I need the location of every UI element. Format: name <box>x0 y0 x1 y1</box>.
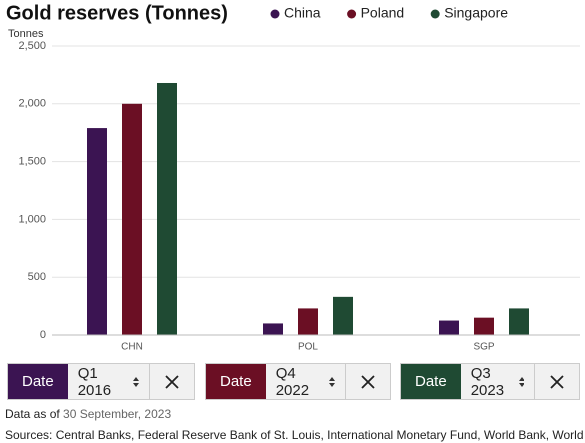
legend-label: Poland <box>361 5 405 21</box>
filter-label: Date <box>206 364 266 399</box>
date-filter: Date Q1 2016 <box>7 363 195 400</box>
bar <box>439 320 459 335</box>
y-tick-label: 0 <box>40 329 46 341</box>
date-filter: Date Q4 2022 <box>205 363 391 400</box>
bar <box>298 308 318 335</box>
x-tick-label: SGP <box>473 342 494 353</box>
bar <box>333 296 353 335</box>
bar <box>474 317 494 335</box>
filter-label: Date <box>8 364 68 399</box>
legend-dot <box>430 9 440 19</box>
clear-button[interactable] <box>535 364 579 399</box>
bar <box>263 323 283 335</box>
as-of-label: Data as of <box>5 407 60 421</box>
date-value: Q1 2016 <box>77 364 112 399</box>
legend-label: China <box>284 5 321 21</box>
bar <box>122 103 142 335</box>
x-tick-label: CHN <box>121 342 143 353</box>
legend-dot <box>270 9 280 19</box>
date-select[interactable]: Q4 2022 <box>266 364 346 399</box>
select-arrows <box>328 376 335 387</box>
select-arrows <box>132 376 139 387</box>
date-select[interactable]: Q3 2023 <box>461 364 535 399</box>
bar <box>157 82 177 335</box>
date-value: Q4 2022 <box>275 364 310 399</box>
chart-title: Gold reserves (Tonnes) <box>6 2 228 24</box>
clear-icon <box>550 374 564 389</box>
y-tick-label: 1,000 <box>18 213 46 225</box>
clear-icon <box>361 374 375 389</box>
bar <box>509 308 529 335</box>
chart: Gold reserves (Tonnes) Tonnes 0 500 1,000 1… <box>6 2 580 353</box>
y-tick-label: 1,500 <box>18 156 46 168</box>
clear-button[interactable] <box>150 364 194 399</box>
y-tick-label: 500 <box>28 271 46 283</box>
date-select[interactable]: Q1 2016 <box>68 364 150 399</box>
clear-button[interactable] <box>346 364 390 399</box>
as-of-date: 30 September, 2023 <box>63 407 172 421</box>
select-arrows <box>518 376 524 387</box>
date-value: Q3 2023 <box>470 364 505 399</box>
filter-label: Date <box>401 364 461 399</box>
as-of: Data as of 30 September, 2023 <box>5 407 171 421</box>
legend-dot <box>347 9 357 19</box>
x-tick-label: POL <box>298 342 318 353</box>
y-axis-label: Tonnes <box>8 28 44 40</box>
bar <box>87 128 107 335</box>
sources: Sources: Central Banks, Federal Reserve … <box>5 428 584 443</box>
clear-icon <box>165 374 179 389</box>
date-filter: Date Q3 2023 <box>400 363 580 400</box>
y-tick-label: 2,000 <box>18 98 46 110</box>
y-tick-label: 2,500 <box>18 40 46 52</box>
legend-label: Singapore <box>444 5 508 21</box>
